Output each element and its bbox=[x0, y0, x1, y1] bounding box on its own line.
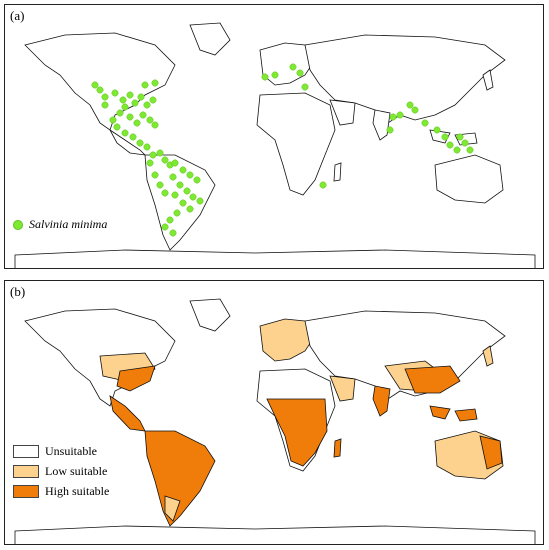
occurrence-point bbox=[396, 111, 404, 119]
occurrence-point bbox=[119, 96, 127, 104]
occurrence-point bbox=[151, 79, 159, 87]
occurrence-point bbox=[389, 113, 397, 121]
occurrence-point bbox=[139, 111, 147, 119]
occurrence-point bbox=[301, 83, 309, 91]
occurrence-point bbox=[386, 126, 394, 134]
occurrence-point bbox=[116, 109, 124, 117]
occurrence-point bbox=[456, 133, 464, 141]
legend-item-high: High suitable bbox=[13, 481, 109, 501]
occurrence-point bbox=[111, 89, 119, 97]
occurrence-point bbox=[133, 119, 141, 127]
occurrence-point bbox=[411, 106, 419, 114]
world-map-b bbox=[14, 298, 536, 544]
world-map-a bbox=[14, 22, 536, 268]
occurrence-point bbox=[146, 159, 154, 167]
occurrence-point bbox=[156, 149, 164, 157]
suitability-map-panel: (b) Unsuitable Low suitable High suitabl… bbox=[4, 280, 544, 545]
legend-b: Unsuitable Low suitable High suitable bbox=[13, 441, 109, 501]
occurrence-point bbox=[121, 129, 129, 137]
occurrence-point bbox=[129, 133, 137, 141]
legend-swatch bbox=[13, 484, 39, 498]
occurrence-point bbox=[141, 81, 149, 89]
occurrence-point bbox=[319, 181, 327, 189]
legend-label: Unsuitable bbox=[45, 443, 97, 458]
legend-item-low: Low suitable bbox=[13, 461, 109, 481]
panel-label-a: (a) bbox=[10, 8, 25, 23]
occurrence-point bbox=[271, 71, 279, 79]
legend-swatch bbox=[13, 464, 39, 478]
occurrence-point bbox=[189, 193, 197, 201]
legend-species-label: Salvinia minima bbox=[29, 217, 108, 231]
occurrence-point bbox=[136, 139, 144, 147]
occurrence-point bbox=[143, 143, 151, 151]
occurrence-point bbox=[433, 126, 441, 134]
occurrence-point bbox=[151, 171, 159, 179]
legend-a: Salvinia minima bbox=[13, 217, 107, 232]
occurrence-point bbox=[101, 101, 109, 109]
occurrence-point bbox=[186, 205, 194, 213]
occurrence-point bbox=[193, 176, 201, 184]
occurrence-point bbox=[121, 103, 129, 111]
occurrence-point bbox=[453, 146, 461, 154]
occurrence-point bbox=[289, 63, 297, 71]
occurrence-point bbox=[176, 181, 184, 189]
occurrence-point bbox=[261, 73, 269, 81]
occurrence-dot-icon bbox=[13, 219, 23, 230]
occurrence-point bbox=[406, 101, 414, 109]
occurrence-point bbox=[149, 96, 157, 104]
occurrence-point bbox=[131, 99, 139, 107]
occurrence-point bbox=[466, 146, 474, 154]
occurrence-point bbox=[441, 133, 449, 141]
occurrence-point bbox=[169, 229, 177, 237]
occurrence-point bbox=[161, 223, 169, 231]
occurrence-point bbox=[126, 91, 134, 99]
occurrence-point bbox=[179, 199, 187, 207]
occurrence-point bbox=[146, 116, 154, 124]
occurrence-point bbox=[126, 113, 134, 121]
occurrence-point bbox=[149, 151, 157, 159]
legend-label: High suitable bbox=[45, 483, 110, 498]
occurrence-point bbox=[161, 156, 169, 164]
occurrence-point bbox=[96, 86, 104, 94]
occurrence-map-panel: (a) Salvinia minima bbox=[4, 4, 544, 269]
occurrence-point bbox=[173, 209, 181, 217]
legend-label: Low suitable bbox=[45, 463, 108, 478]
occurrence-point bbox=[196, 197, 204, 205]
occurrence-point bbox=[171, 159, 179, 167]
legend-swatch bbox=[13, 444, 39, 458]
occurrence-point bbox=[169, 173, 177, 181]
occurrence-point bbox=[166, 216, 174, 224]
occurrence-points bbox=[91, 63, 474, 237]
occurrence-point bbox=[137, 93, 145, 101]
occurrence-point bbox=[156, 181, 164, 189]
occurrence-point bbox=[421, 119, 429, 127]
occurrence-point bbox=[461, 139, 469, 147]
panel-label-b: (b) bbox=[10, 284, 26, 299]
occurrence-point bbox=[171, 191, 179, 199]
occurrence-point bbox=[151, 121, 159, 129]
occurrence-point bbox=[143, 101, 151, 109]
occurrence-point bbox=[91, 81, 99, 89]
occurrence-point bbox=[296, 69, 304, 77]
occurrence-point bbox=[183, 187, 191, 195]
legend-item-unsuitable: Unsuitable bbox=[13, 441, 109, 461]
occurrence-point bbox=[179, 166, 187, 174]
occurrence-point bbox=[446, 141, 454, 149]
occurrence-point bbox=[109, 116, 117, 124]
occurrence-point bbox=[161, 189, 169, 197]
occurrence-point bbox=[113, 123, 121, 131]
occurrence-point bbox=[101, 93, 109, 101]
occurrence-point bbox=[186, 171, 194, 179]
